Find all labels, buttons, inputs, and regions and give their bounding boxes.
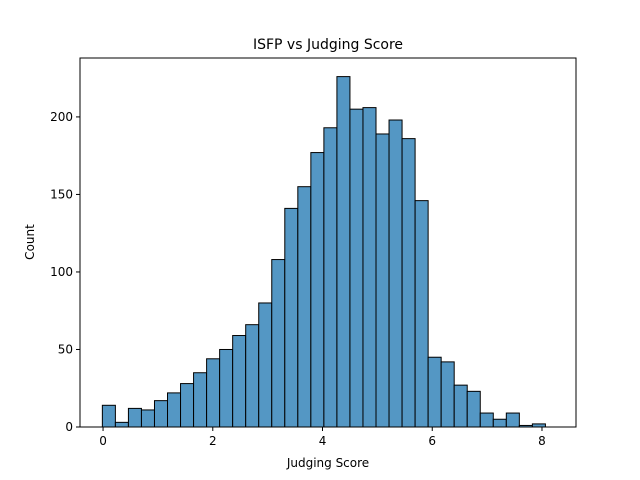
histogram-bar (414, 200, 429, 428)
histogram-bar (193, 372, 208, 428)
histogram-bar (140, 409, 155, 428)
plot-frame (79, 57, 577, 428)
histogram-bar (180, 383, 195, 428)
x-tick-label: 6 (428, 434, 436, 448)
histogram-bar (375, 133, 390, 428)
histogram-bar (127, 407, 142, 428)
histogram-bar (388, 119, 403, 428)
histogram-bar (492, 418, 507, 428)
histogram-bar (284, 207, 299, 428)
histogram-bar (101, 404, 116, 428)
bars-group (101, 76, 546, 428)
histogram-bar (167, 392, 182, 428)
histogram-bar (153, 400, 169, 428)
histogram-bar (349, 108, 364, 428)
y-tick-label: 0 (65, 420, 73, 434)
histogram-bar (114, 421, 129, 428)
histogram-bar (219, 348, 234, 428)
x-tick-label: 0 (99, 434, 107, 448)
histogram-bar (271, 259, 286, 428)
y-axis-ticks: 0 50 100 150 200 (50, 110, 80, 434)
histogram-bar (258, 302, 273, 428)
histogram-bar (310, 152, 325, 428)
x-tick-label: 8 (538, 434, 546, 448)
x-tick-label: 2 (209, 434, 217, 448)
histogram-bar (440, 361, 455, 428)
chart-title: ISFP vs Judging Score (253, 37, 403, 53)
y-tick-label: 200 (50, 110, 73, 124)
histogram-bar (466, 390, 481, 428)
histogram-bar (453, 384, 468, 428)
histogram-bar (362, 107, 377, 428)
histogram-bar (232, 335, 247, 428)
histogram-bar (297, 186, 312, 428)
y-tick-label: 50 (58, 342, 73, 356)
x-axis-label: Judging Score (286, 456, 369, 470)
histogram-bar (206, 358, 221, 428)
histogram-bar (505, 412, 520, 428)
histogram-bar (336, 76, 351, 428)
histogram-bar (245, 324, 260, 428)
x-tick-label: 4 (319, 434, 327, 448)
y-tick-label: 100 (50, 265, 73, 279)
y-tick-label: 150 (50, 187, 73, 201)
x-axis-ticks: 0 2 4 6 8 (99, 427, 546, 448)
histogram-bar (323, 127, 338, 428)
histogram-bar (479, 412, 494, 428)
y-axis-label: Count (23, 224, 37, 260)
histogram-bar (427, 356, 442, 428)
histogram-bar (401, 138, 416, 428)
